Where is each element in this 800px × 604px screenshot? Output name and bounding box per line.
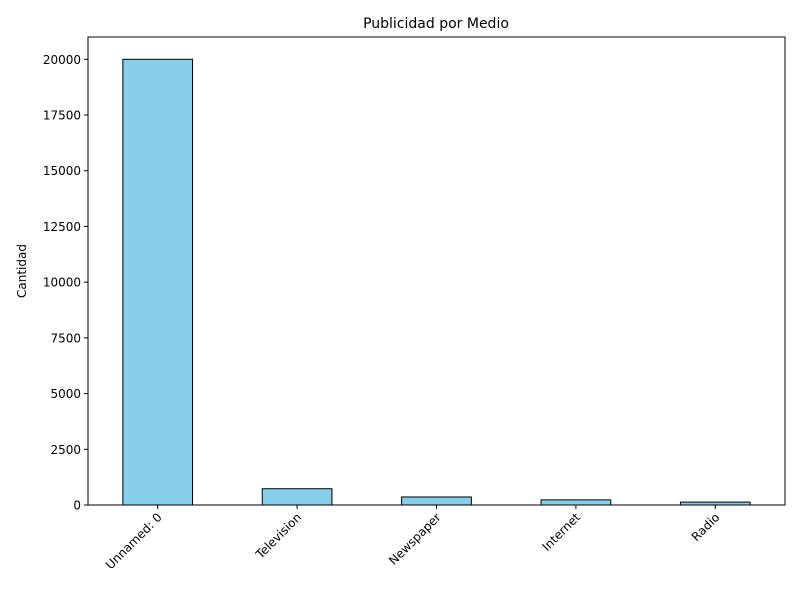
chart-title: Publicidad por Medio xyxy=(363,16,509,32)
axes-frame xyxy=(87,36,786,506)
bar-0 xyxy=(122,58,194,506)
y-tick-label-5: 12500 xyxy=(43,220,81,234)
x-tick-label-1: Television xyxy=(252,510,304,562)
y-tick-label-3: 7500 xyxy=(50,331,81,345)
x-tick-label-3: Internet xyxy=(539,510,583,554)
y-tick-label-2: 5000 xyxy=(50,387,81,401)
y-axis-label: Cantidad xyxy=(15,244,29,298)
plot-area: Unnamed: 0 Television Newspaper Internet Rad… xyxy=(43,36,786,572)
x-tick-label-2: Newspaper xyxy=(386,510,444,568)
y-tick-label-4: 10000 xyxy=(43,276,81,290)
bar-3 xyxy=(540,499,612,506)
x-tick-label-4: Radio xyxy=(689,510,723,544)
x-tick-label-0: Unnamed: 0 xyxy=(103,510,165,572)
bar-1 xyxy=(261,488,333,506)
y-tick-label-0: 0 xyxy=(73,499,81,513)
y-tick-label-6: 15000 xyxy=(43,164,81,178)
bar-2 xyxy=(401,496,472,506)
y-tick-label-7: 17500 xyxy=(43,109,81,123)
y-tick-label-1: 2500 xyxy=(50,443,81,457)
y-tick-label-8: 20000 xyxy=(43,53,81,67)
